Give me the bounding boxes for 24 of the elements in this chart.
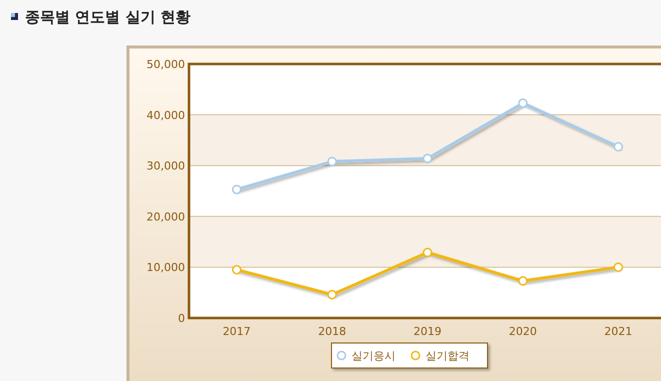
point	[614, 142, 624, 152]
point	[422, 248, 432, 258]
legend-label: 실기합격	[426, 350, 470, 362]
x-tick-label: 2021	[604, 325, 632, 338]
x-tick-label: 2020	[508, 325, 537, 338]
x-tick-label: 2018	[318, 325, 346, 338]
x-tick-label: 2019	[414, 325, 442, 338]
point	[327, 156, 337, 166]
point	[422, 154, 432, 164]
y-tick-label: 20,000	[146, 210, 185, 224]
legend-label: 실기응시	[352, 350, 396, 362]
y-tick-label: 0	[178, 312, 185, 325]
y-tick-label: 40,000	[146, 108, 185, 122]
point	[518, 276, 528, 286]
y-tick-label: 10,000	[146, 261, 185, 274]
y-tick-label: 50,000	[146, 58, 185, 71]
point	[518, 98, 528, 108]
point	[232, 184, 242, 194]
chart-title: 종목별 연도별 실기 현황	[25, 8, 191, 26]
point	[614, 262, 624, 272]
y-tick-label: 30,000	[146, 160, 185, 173]
x-tick-label: 2017	[222, 325, 251, 338]
point	[327, 290, 337, 300]
point	[232, 264, 242, 274]
